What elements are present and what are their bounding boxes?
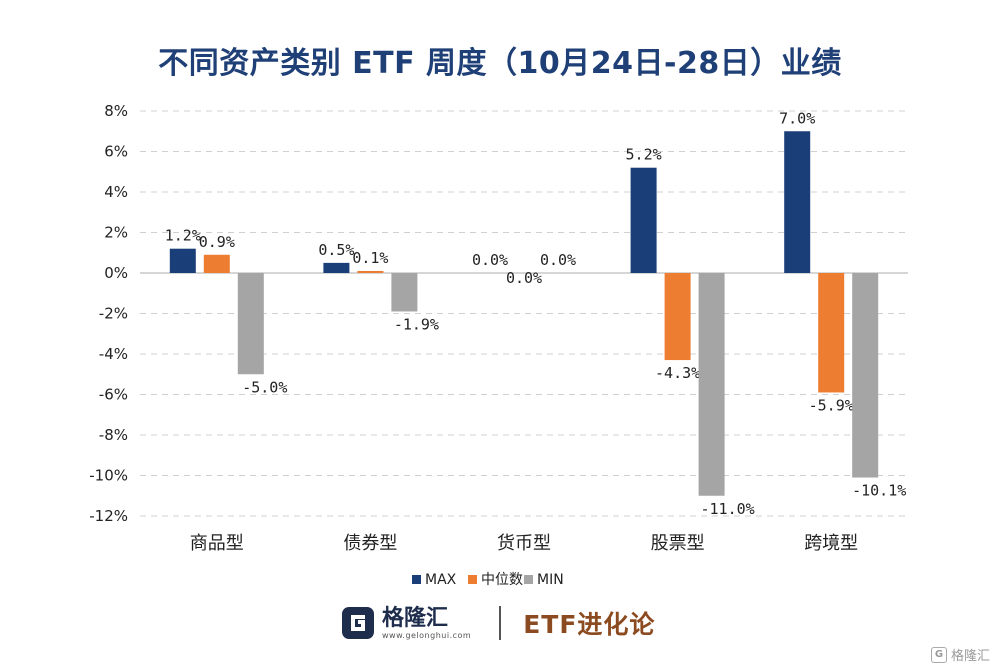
footer-subtitle: ETF进化论 — [523, 610, 656, 639]
bar-chart: 8% 6% 4% 2% 0% -2% -4% -6% -8% -10% -12% 1.2%0.9% -5… — [89, 102, 908, 588]
data-label: 0.5% — [318, 241, 354, 259]
y-tick-label: -8% — [99, 426, 128, 444]
y-tick-label: 6% — [104, 143, 128, 161]
legend-label: 中位数 — [481, 572, 523, 588]
bar-MIN-股票型 — [698, 273, 725, 496]
data-label: -1.9% — [394, 315, 439, 333]
y-tick-label: 2% — [104, 224, 128, 242]
watermark: G 格隆汇 — [930, 645, 990, 664]
y-tick-label: 0% — [104, 264, 128, 282]
y-tick-label: 8% — [104, 102, 128, 120]
bar-中位数-债券型 — [357, 270, 384, 273]
data-label: 0.0% — [472, 251, 508, 269]
y-tick-label: -6% — [99, 386, 128, 404]
y-tick-label: -10% — [89, 467, 128, 485]
category-label: 股票型 — [651, 533, 705, 554]
data-label: 0.0% — [506, 269, 542, 287]
legend-swatch-MAX — [412, 575, 421, 584]
legend-label: MAX — [425, 572, 457, 588]
data-label: 1.2% — [165, 227, 201, 245]
legend-swatch-中位数 — [468, 575, 477, 584]
brand-url: www.gelonghui.com — [382, 630, 472, 640]
bar-MIN-债券型 — [391, 273, 418, 312]
data-label: -5.0% — [242, 378, 287, 396]
data-label: -11.0% — [701, 500, 755, 518]
bar-MIN-跨境型 — [852, 273, 879, 478]
watermark-logo-icon: G — [930, 646, 947, 663]
footer-divider — [499, 606, 502, 640]
bar-中位数-股票型 — [664, 273, 691, 361]
y-tick-label: -2% — [99, 305, 128, 323]
y-tick-label: -12% — [89, 507, 128, 525]
watermark-text: 格隆汇 — [950, 649, 990, 664]
y-tick-label: -4% — [99, 345, 128, 363]
data-label: 5.2% — [626, 146, 662, 164]
y-tick-label: 4% — [104, 183, 128, 201]
category-label: 跨境型 — [804, 533, 858, 554]
legend-label: MIN — [537, 572, 564, 588]
footer: 格隆汇 www.gelonghui.com ETF进化论 — [340, 598, 655, 648]
chart-title: 不同资产类别 ETF 周度（10月24日-28日）业绩 — [158, 46, 842, 81]
data-label: 7.0% — [779, 109, 815, 127]
brand-block: 格隆汇 www.gelonghui.com — [382, 605, 472, 640]
bar-中位数-商品型 — [203, 254, 230, 273]
bar-MAX-跨境型 — [784, 131, 811, 273]
gelonghui-logo-icon — [342, 607, 374, 639]
bar-中位数-跨境型 — [818, 273, 845, 393]
data-label: 0.9% — [199, 233, 235, 251]
bar-MAX-债券型 — [323, 262, 350, 273]
data-label: 0.1% — [352, 249, 388, 267]
category-label: 货币型 — [497, 533, 551, 554]
category-label: 债券型 — [343, 533, 397, 554]
brand-name: 格隆汇 — [382, 605, 449, 631]
data-label: -10.1% — [852, 482, 906, 500]
category-label: 商品型 — [190, 533, 244, 554]
data-label: 0.0% — [540, 251, 576, 269]
data-label: -5.9% — [809, 396, 854, 414]
legend-swatch-MIN — [524, 575, 533, 584]
bar-MAX-商品型 — [169, 248, 196, 273]
bar-MAX-股票型 — [630, 167, 657, 273]
data-label: -4.3% — [655, 364, 700, 382]
bar-MIN-商品型 — [237, 273, 264, 375]
